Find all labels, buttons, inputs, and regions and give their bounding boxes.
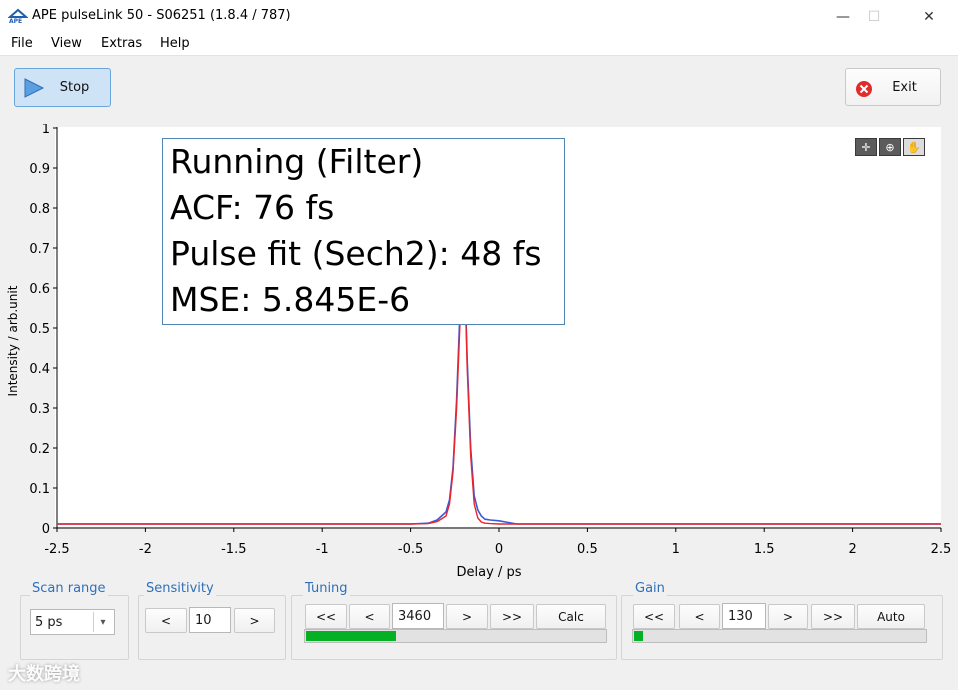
y-tick-label: 0.4 xyxy=(29,362,50,377)
status-overlay: Running (Filter) ACF: 76 fs Pulse fit (S… xyxy=(162,138,565,325)
window-title: APE pulseLink 50 - S06251 (1.8.4 / 787) xyxy=(32,8,291,23)
y-tick-label: 0.9 xyxy=(29,162,50,177)
scan-range-select[interactable]: 5 ps ▾ xyxy=(30,609,115,635)
calc-button[interactable]: Calc xyxy=(536,604,606,629)
gain-progress-bar xyxy=(632,629,927,643)
x-tick-label: -1 xyxy=(316,542,329,557)
y-tick-label: 0.8 xyxy=(29,202,50,217)
stop-label: Stop xyxy=(59,80,90,95)
scan-range-value: 5 ps xyxy=(35,615,63,630)
x-tick-label: 2 xyxy=(848,542,856,557)
zoom-icon[interactable]: ⊕ xyxy=(879,138,901,156)
tuning-value-field[interactable]: 3460 xyxy=(392,603,444,629)
x-axis-label: Delay / ps xyxy=(457,565,522,580)
pan-hand-icon[interactable]: ✋ xyxy=(903,138,925,156)
exit-label: Exit xyxy=(892,79,917,95)
y-tick-label: 0 xyxy=(42,522,50,537)
sensitivity-decrease-button[interactable]: < xyxy=(145,608,187,633)
y-tick-label: 1 xyxy=(42,124,50,137)
menu-view[interactable]: View xyxy=(51,36,82,51)
y-tick-label: 0.6 xyxy=(29,282,50,297)
gain-decrease-button[interactable]: < xyxy=(679,604,720,629)
tuning-fast-increase-button[interactable]: >> xyxy=(490,604,534,629)
title-bar: APE APE pulseLink 50 - S06251 (1.8.4 / 7… xyxy=(0,0,958,33)
x-tick-label: -2 xyxy=(139,542,152,557)
y-tick-label: 0.2 xyxy=(29,442,50,457)
sensitivity-increase-button[interactable]: > xyxy=(234,608,275,633)
menu-help[interactable]: Help xyxy=(160,36,190,51)
x-tick-label: 0 xyxy=(495,542,503,557)
close-icon[interactable]: ✕ xyxy=(923,8,935,25)
x-tick-label: -1.5 xyxy=(221,542,246,557)
y-tick-label: 0.5 xyxy=(29,322,50,337)
auto-button[interactable]: Auto xyxy=(857,604,925,629)
minimize-icon[interactable]: — xyxy=(836,8,850,25)
menu-bar: File View Extras Help xyxy=(0,33,958,56)
plot-toolbar: ✛ ⊕ ✋ xyxy=(855,138,925,158)
tuning-increase-button[interactable]: > xyxy=(446,604,488,629)
x-tick-label: 0.5 xyxy=(577,542,598,557)
gain-fast-decrease-button[interactable]: << xyxy=(633,604,675,629)
menu-file[interactable]: File xyxy=(11,36,33,51)
crosshair-icon[interactable]: ✛ xyxy=(855,138,877,156)
x-tick-label: -0.5 xyxy=(398,542,423,557)
x-tick-label: 1 xyxy=(672,542,680,557)
status-line-acf: ACF: 76 fs xyxy=(170,188,335,227)
tuning-progress-fill xyxy=(306,631,397,641)
maximize-icon[interactable]: ☐ xyxy=(867,8,881,25)
gain-title: Gain xyxy=(633,581,667,596)
tuning-decrease-button[interactable]: < xyxy=(349,604,390,629)
gain-increase-button[interactable]: > xyxy=(768,604,808,629)
gain-value-field[interactable]: 130 xyxy=(722,603,766,629)
y-tick-label: 0.1 xyxy=(29,482,50,497)
status-line-mse: MSE: 5.845E-6 xyxy=(170,280,411,319)
stop-button[interactable]: Stop xyxy=(14,68,111,107)
play-triangle-icon xyxy=(24,78,45,98)
sensitivity-value-field[interactable]: 10 xyxy=(189,607,231,633)
tuning-group xyxy=(291,595,617,660)
y-tick-label: 0.7 xyxy=(29,242,50,257)
status-line-pulse-fit: Pulse fit (Sech2): 48 fs xyxy=(170,234,542,273)
tuning-title: Tuning xyxy=(303,581,350,596)
exit-button[interactable]: Exit xyxy=(845,68,941,106)
menu-extras[interactable]: Extras xyxy=(101,36,143,51)
ape-logo-icon: APE xyxy=(8,8,28,24)
x-tick-label: 1.5 xyxy=(754,542,775,557)
watermark-logo: 大数跨境 xyxy=(8,664,80,685)
y-axis-label: Intensity / arb.unit xyxy=(6,285,20,396)
tuning-progress-bar xyxy=(304,629,607,643)
scan-range-title: Scan range xyxy=(30,581,108,596)
sensitivity-title: Sensitivity xyxy=(144,581,216,596)
svg-text:APE: APE xyxy=(9,18,22,24)
tuning-fast-decrease-button[interactable]: << xyxy=(305,604,347,629)
red-close-circle-icon xyxy=(856,81,872,97)
y-tick-label: 0.3 xyxy=(29,402,50,417)
chevron-down-icon: ▾ xyxy=(93,612,112,632)
x-tick-label: -2.5 xyxy=(44,542,69,557)
gain-progress-fill xyxy=(634,631,643,641)
gain-group xyxy=(621,595,943,660)
x-tick-label: 2.5 xyxy=(931,542,952,557)
status-line-running: Running (Filter) xyxy=(170,142,424,181)
gain-fast-increase-button[interactable]: >> xyxy=(811,604,855,629)
